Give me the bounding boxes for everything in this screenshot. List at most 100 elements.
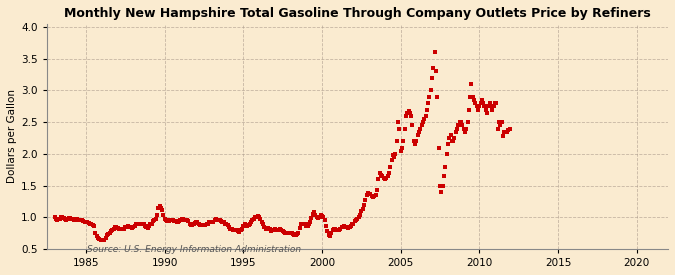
Point (234, 230, 245, 234)
Point (223, 225, 234, 230)
Point (398, 139, 409, 144)
Point (108, 227, 119, 231)
Point (120, 225, 131, 230)
Point (497, 134, 508, 138)
Point (306, 216, 317, 220)
Point (128, 225, 138, 230)
Point (263, 226, 273, 230)
Point (423, 101, 433, 105)
Point (137, 221, 148, 226)
Point (107, 228, 117, 232)
Title: Monthly New Hampshire Total Gasoline Through Company Outlets Price by Refiners: Monthly New Hampshire Total Gasoline Thr… (64, 7, 651, 20)
Point (222, 223, 233, 227)
Point (311, 215, 322, 219)
Point (489, 101, 500, 105)
Point (378, 176, 389, 180)
Point (495, 123, 506, 128)
Point (393, 120, 404, 124)
Point (132, 221, 142, 226)
Point (115, 227, 126, 231)
Point (78, 219, 89, 223)
Point (354, 213, 365, 217)
Point (161, 218, 171, 223)
Point (76, 218, 86, 222)
Point (130, 222, 141, 227)
Point (416, 123, 427, 128)
Point (267, 228, 277, 232)
Point (477, 98, 487, 102)
Point (481, 107, 491, 112)
Point (117, 227, 128, 232)
Point (125, 225, 136, 230)
Point (489, 104, 500, 109)
Point (211, 217, 221, 221)
Point (58, 216, 69, 220)
Point (466, 82, 477, 86)
Point (254, 215, 265, 219)
Point (134, 222, 145, 227)
Point (80, 219, 90, 224)
Point (283, 230, 294, 235)
Point (56, 215, 67, 219)
Point (364, 192, 375, 196)
Point (101, 236, 111, 240)
Point (454, 120, 465, 124)
Point (329, 227, 340, 231)
Point (229, 228, 240, 232)
Point (361, 193, 372, 197)
Point (288, 232, 298, 236)
Point (412, 133, 423, 137)
Point (259, 225, 270, 230)
Point (443, 136, 454, 140)
Point (352, 216, 362, 221)
Point (471, 104, 482, 109)
Point (446, 139, 457, 144)
Point (308, 212, 319, 216)
Point (289, 233, 300, 237)
Point (140, 223, 151, 228)
Point (332, 228, 343, 232)
Point (113, 227, 124, 231)
Point (246, 219, 256, 224)
Point (467, 95, 478, 99)
Point (304, 222, 315, 227)
Point (81, 220, 92, 225)
Point (201, 222, 212, 227)
Point (452, 126, 462, 131)
Point (326, 231, 337, 235)
Point (322, 229, 333, 233)
Point (66, 217, 77, 221)
Text: Source: U.S. Energy Information Administration: Source: U.S. Energy Information Administ… (87, 244, 301, 254)
Point (439, 174, 450, 178)
Point (335, 227, 346, 231)
Point (159, 216, 170, 221)
Point (428, 66, 439, 70)
Point (155, 206, 166, 210)
Point (375, 173, 386, 177)
Point (151, 216, 161, 221)
Point (496, 120, 507, 124)
Point (486, 104, 497, 109)
Point (482, 111, 493, 115)
Point (298, 221, 309, 226)
Point (171, 219, 182, 224)
Point (382, 174, 393, 178)
Point (202, 221, 213, 226)
Point (340, 225, 351, 229)
Point (196, 223, 207, 227)
Point (351, 218, 362, 222)
Point (116, 227, 127, 232)
Point (123, 224, 134, 229)
Point (144, 223, 155, 228)
Point (468, 98, 479, 102)
Point (198, 223, 209, 227)
Point (453, 123, 464, 128)
Point (215, 218, 225, 223)
Point (148, 219, 159, 223)
Point (500, 130, 511, 134)
Point (314, 215, 325, 219)
Point (73, 218, 84, 222)
Point (86, 222, 97, 227)
Point (63, 216, 74, 220)
Point (424, 95, 435, 99)
